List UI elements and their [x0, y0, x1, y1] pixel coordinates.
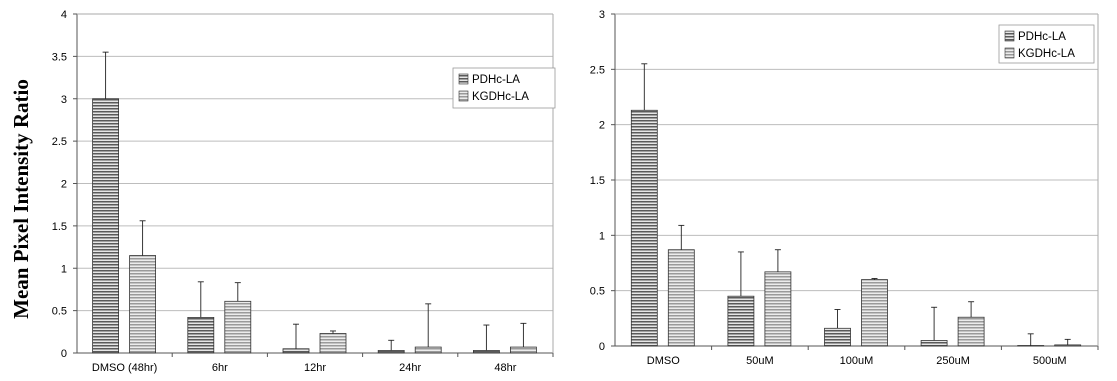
legend: PDHc-LA KGDHc-LA: [452, 67, 556, 109]
y-tick-label: 2: [599, 120, 605, 132]
bar: [187, 317, 215, 354]
y-tick-label: 2: [61, 179, 67, 191]
x-tick-label: DMSO (48hr): [92, 362, 157, 374]
bar: [319, 333, 347, 354]
y-tick-label: 4: [61, 9, 67, 21]
chart-dose-response: 0 0.5 1 1.5 2 2.5 3 DMSO 50uM 100uM 250uM 500uM PDHc…: [590, 9, 1099, 367]
y-tick-label: 1.5: [590, 175, 605, 187]
legend-box: [998, 24, 1095, 64]
x-tick-label: 50uM: [746, 355, 774, 367]
y-tick-label: 3.5: [52, 51, 67, 63]
bar: [224, 300, 252, 354]
legend-swatch: [1004, 47, 1015, 59]
legend: PDHc-LA KGDHc-LA: [998, 24, 1095, 64]
bar: [92, 98, 119, 354]
legend-swatch: [458, 73, 469, 85]
x-tick-label: DMSO: [647, 355, 680, 367]
x-tick-label: 12hr: [304, 362, 326, 374]
bar: [667, 249, 695, 347]
y-tick-label: 0.5: [52, 306, 67, 318]
bar: [509, 346, 537, 354]
bar: [129, 255, 157, 354]
y-tick-label: 1: [599, 230, 605, 242]
y-tick-label: 0: [599, 341, 605, 353]
y-tick-label: 1: [61, 263, 67, 275]
x-tick-label: 100uM: [840, 355, 874, 367]
bar: [414, 346, 442, 354]
bar: [920, 340, 948, 347]
legend-swatch: [1004, 30, 1015, 42]
x-tick-label: 500uM: [1033, 355, 1067, 367]
y-tick-label: 0: [61, 348, 67, 360]
y-tick-label: 3: [599, 9, 605, 21]
chart-time-course: 0 0.5 1 1.5 2 2.5 3 3.5 4 DMSO (48hr) 6hr 12hr 24hr 4…: [52, 9, 556, 374]
y-tick-label: 1.5: [52, 221, 67, 233]
bar: [377, 350, 405, 354]
bar: [282, 348, 310, 354]
bar: [630, 109, 658, 347]
legend-label: PDHc-LA: [1018, 31, 1066, 43]
y-tick-label: 0.5: [590, 286, 605, 298]
legend-swatch: [458, 90, 469, 102]
y-axis-label: Mean Pixel Intensity Ratio: [9, 79, 33, 319]
y-tick-label: 3: [61, 94, 67, 106]
bar: [824, 327, 851, 347]
x-tick-label: 24hr: [399, 362, 421, 374]
y-tick-label: 2.5: [52, 136, 67, 148]
x-tick-label: 250uM: [936, 355, 970, 367]
bar: [727, 295, 755, 347]
legend-label: PDHc-LA: [472, 74, 520, 86]
bar: [472, 350, 500, 354]
legend-box: [452, 67, 556, 109]
legend-label: KGDHc-LA: [1018, 48, 1075, 60]
bar: [1054, 344, 1082, 347]
x-tick-label: 6hr: [212, 362, 228, 374]
legend-label: KGDHc-LA: [472, 91, 529, 103]
bar: [861, 279, 888, 347]
bar: [764, 271, 792, 347]
x-tick-label: 48hr: [494, 362, 516, 374]
bar: [957, 316, 985, 347]
y-tick-label: 2.5: [590, 64, 605, 76]
